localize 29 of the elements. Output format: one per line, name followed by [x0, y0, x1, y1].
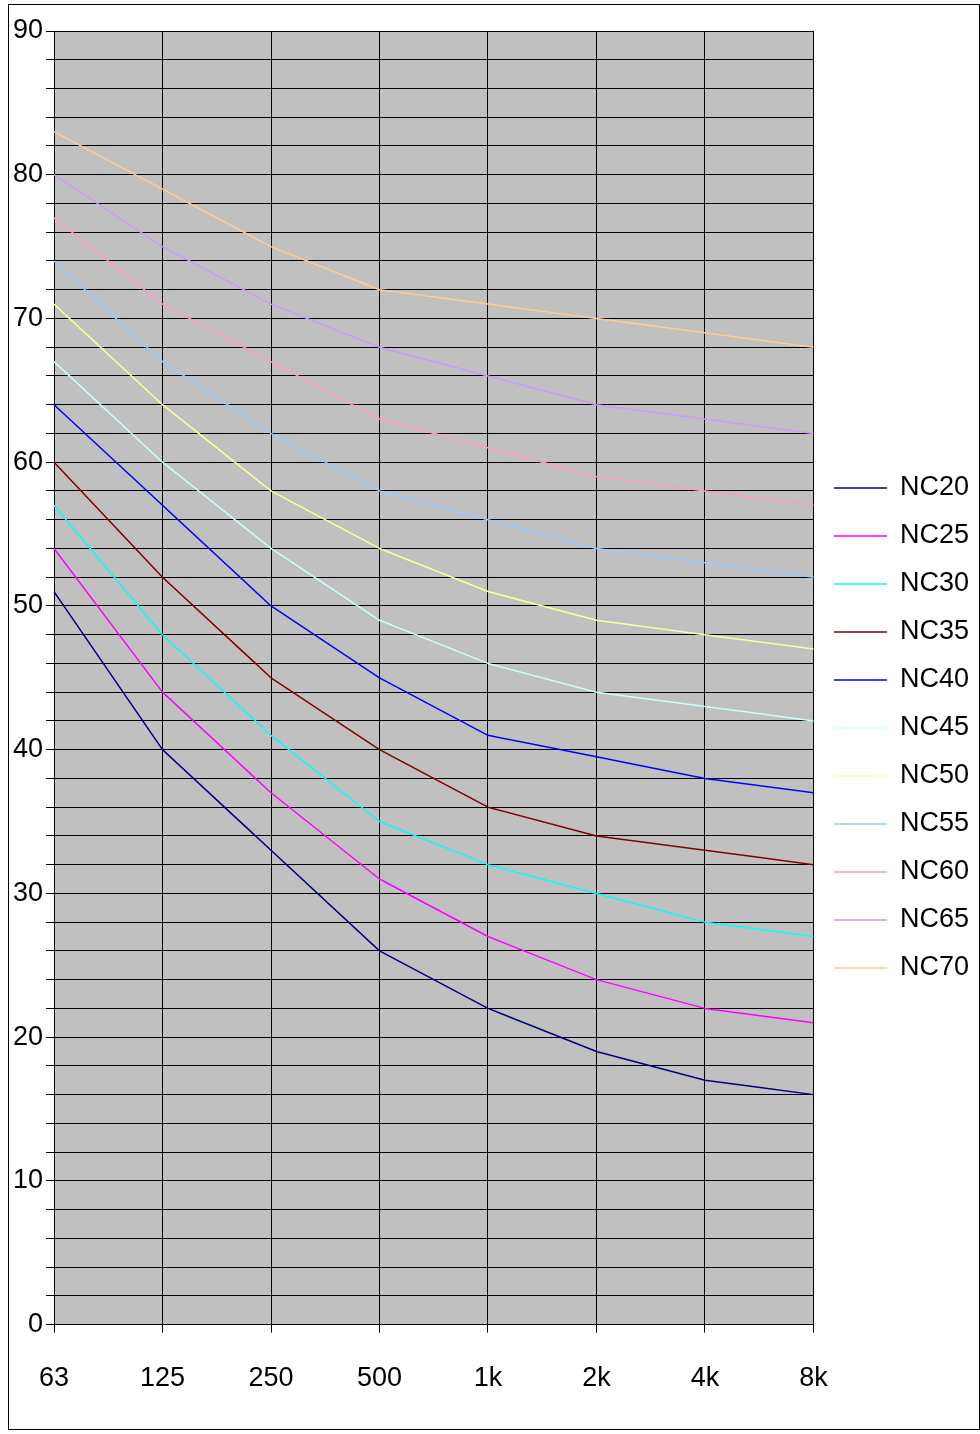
legend-label: NC60: [899, 855, 969, 886]
x-tick-label: 125: [139, 1362, 186, 1393]
y-tick-label: 40: [12, 733, 44, 764]
x-tick-label: 2k: [582, 1362, 612, 1393]
legend-label: NC25: [899, 519, 969, 550]
legend-label: NC50: [899, 759, 969, 790]
y-tick-label: 80: [12, 158, 44, 189]
x-tick-label: 250: [248, 1362, 294, 1393]
legend-label: NC70: [899, 951, 969, 982]
x-tick-label: 4k: [690, 1362, 720, 1393]
y-tick-label: 60: [12, 445, 44, 476]
legend-label: NC20: [899, 471, 969, 502]
legend-label: NC35: [899, 615, 969, 646]
y-tick-label: 90: [12, 14, 44, 45]
legend-label: NC65: [899, 903, 969, 934]
y-tick-label: 70: [12, 301, 44, 332]
y-tick-label: 20: [12, 1020, 44, 1051]
y-tick-label: 30: [12, 876, 44, 907]
y-tick-label: 0: [27, 1308, 44, 1339]
x-tick-label: 8k: [799, 1362, 829, 1393]
legend-label: NC55: [899, 807, 969, 838]
legend-label: NC40: [899, 663, 969, 694]
legend-label: NC30: [899, 567, 969, 598]
y-tick-label: 50: [12, 589, 44, 620]
x-tick-label: 1k: [473, 1362, 503, 1393]
legend-label: NC45: [899, 711, 969, 742]
y-tick-label: 10: [12, 1164, 44, 1195]
x-tick-label: 500: [356, 1362, 403, 1393]
x-tick-label: 63: [38, 1362, 70, 1393]
